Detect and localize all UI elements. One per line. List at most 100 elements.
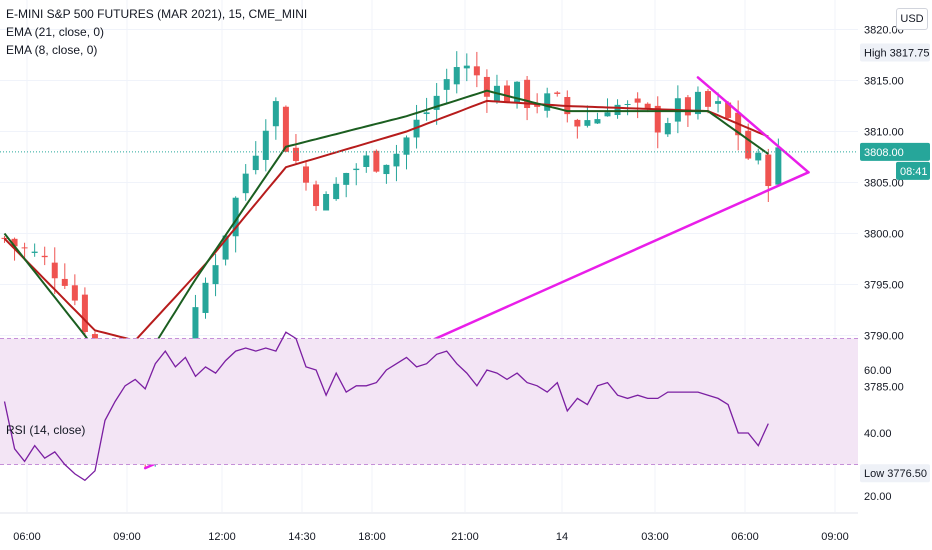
candle-body	[292, 147, 299, 161]
countdown-badge-text: 08:41	[900, 166, 928, 178]
candle-body	[313, 184, 320, 207]
price-tick-label: 3815.00	[864, 76, 904, 88]
countdown-badge-bg	[896, 161, 930, 180]
candle-body	[544, 93, 551, 111]
candle-body	[262, 130, 269, 160]
candle-body	[483, 76, 490, 97]
candle-body	[41, 255, 48, 258]
candle-body	[755, 152, 762, 161]
time-tick-label: 12:00	[208, 531, 236, 543]
main-pane-grid	[0, 0, 858, 405]
candle-body	[282, 106, 289, 152]
low-badge: Low 3776.50	[860, 464, 930, 483]
candle-body	[31, 251, 38, 253]
candle-body	[614, 104, 621, 116]
price-axis[interactable]: 3785.00 3790.00 3795.00 3800.00 3805.00 3810.…	[864, 25, 904, 394]
rsi-line	[3, 331, 769, 482]
ema8-legend[interactable]: EMA (8, close, 0)	[6, 43, 98, 57]
time-tick-label: 09:00	[113, 531, 141, 543]
trendline	[696, 76, 810, 174]
price-tick-label: 3790.00	[864, 331, 904, 343]
candle-body	[423, 112, 430, 115]
time-tick-label: 14	[556, 531, 568, 543]
candle-body	[624, 103, 631, 105]
time-tick-label: 18:00	[358, 531, 386, 543]
price-tick-label: 3810.00	[864, 127, 904, 139]
candle-body	[463, 65, 470, 69]
low-badge-bg	[860, 464, 930, 483]
candle-body	[705, 91, 711, 107]
candle-body	[745, 130, 752, 159]
candle-body	[524, 79, 531, 109]
candle-body	[303, 166, 309, 183]
candle-body	[343, 172, 350, 185]
candle-body	[202, 282, 209, 313]
candle-body	[272, 101, 279, 127]
candle-body	[765, 154, 772, 187]
candle-body	[554, 92, 561, 94]
rsi-tick-label: 60.00	[864, 365, 892, 377]
time-tick-label: 03:00	[641, 531, 669, 543]
rsi-tick-label: 40.00	[864, 428, 892, 440]
time-tick-label: 14:30	[288, 531, 316, 543]
candle-body	[393, 153, 400, 167]
candle-body	[433, 95, 440, 110]
candle-body	[232, 197, 239, 237]
rsi-axis[interactable]: 20.00 40.00 60.00	[864, 365, 892, 503]
candle-body	[604, 112, 611, 117]
rsi-legend[interactable]: RSI (14, close)	[6, 423, 86, 437]
last-price-badge-text: 3808.00	[864, 147, 904, 159]
high-badge-bg	[860, 43, 930, 62]
candle-body	[81, 294, 88, 332]
candle-body	[11, 238, 18, 247]
candle-body	[333, 183, 340, 200]
high-badge-text: High 3817.75	[864, 47, 929, 59]
candle-body	[644, 103, 651, 109]
price-badges: High 3817.75 Low 3776.50 3808.00 08:41	[860, 43, 930, 483]
currency-button[interactable]: USD	[896, 8, 928, 30]
candle-body	[594, 119, 601, 124]
ema21-legend[interactable]: EMA (21, close, 0)	[6, 25, 105, 39]
candle-body	[725, 102, 732, 118]
candle-body	[403, 137, 410, 155]
candlesticks	[1, 51, 782, 467]
candle-body	[222, 235, 229, 260]
rsi-band	[0, 338, 858, 465]
candle-body	[453, 67, 460, 85]
low-badge-text: Low 3776.50	[864, 468, 927, 480]
candle-body	[684, 97, 691, 116]
countdown-badge: 08:41	[896, 161, 930, 180]
candle-body	[51, 262, 58, 279]
candle-body	[21, 247, 28, 249]
price-tick-label: 3785.00	[864, 382, 904, 394]
candle-body	[443, 79, 450, 90]
candle-body	[473, 66, 480, 76]
price-tick-label: 3800.00	[864, 229, 904, 241]
candle-body	[323, 194, 330, 211]
time-axis[interactable]: 06:00 09:00 12:00 14:30 18:00 21:00 14 03:00 06:…	[13, 531, 849, 543]
candle-body	[715, 101, 722, 104]
candle-body	[694, 91, 701, 115]
last-price-badge: 3808.00	[860, 142, 930, 161]
candle-body	[373, 150, 380, 172]
candle-body	[61, 278, 68, 286]
high-badge: High 3817.75	[860, 43, 930, 62]
time-tick-label: 09:00	[821, 531, 849, 543]
candle-body	[654, 105, 661, 133]
candle-body	[1, 237, 8, 239]
candle-body	[252, 155, 259, 171]
candle-body	[192, 307, 199, 359]
candle-body	[363, 155, 370, 167]
chart-title[interactable]: E-MINI S&P 500 FUTURES (MAR 2021), 15, C…	[6, 7, 308, 21]
time-tick-label: 21:00	[451, 531, 479, 543]
candle-body	[664, 123, 671, 135]
last-price-badge-bg	[860, 142, 930, 161]
time-tick-label: 06:00	[13, 531, 41, 543]
candle-body	[242, 173, 249, 194]
price-tick-label: 3820.00	[864, 25, 904, 37]
candle-body	[353, 168, 360, 171]
candle-body	[71, 285, 78, 301]
candle-body	[634, 98, 641, 103]
candle-body	[504, 85, 510, 103]
